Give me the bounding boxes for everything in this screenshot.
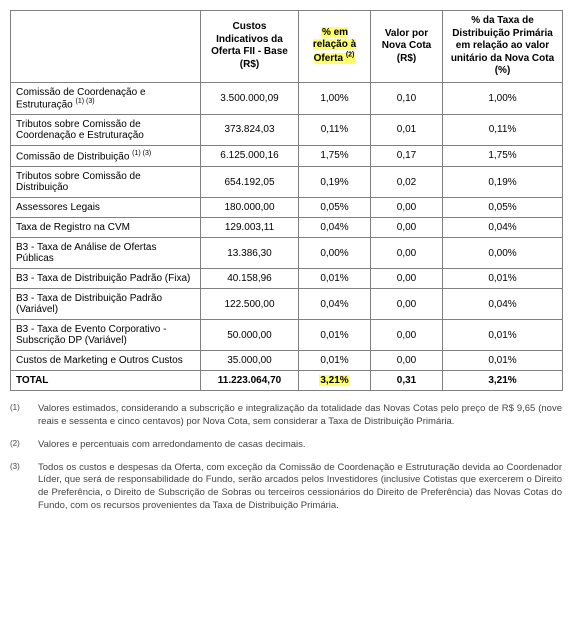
row-txd: 0,04% — [443, 289, 563, 320]
footnote: (3)Todos os custos e despesas da Oferta,… — [10, 462, 562, 513]
footnote: (1)Valores estimados, considerando a sub… — [10, 403, 562, 429]
row-vnc: 0,00 — [371, 218, 443, 238]
row-description: B3 - Taxa de Análise de Ofertas Públicas — [11, 238, 201, 269]
header-blank — [11, 11, 201, 83]
row-vnc: 0,00 — [371, 198, 443, 218]
row-pct: 0,04% — [299, 289, 371, 320]
table-row: Comissão de Coordenação e Estruturação (… — [11, 82, 563, 114]
row-pct: 0,11% — [299, 114, 371, 145]
row-description: Custos de Marketing e Outros Custos — [11, 351, 201, 371]
footnotes: (1)Valores estimados, considerando a sub… — [10, 403, 562, 513]
row-custo: 3.500.000,09 — [201, 82, 299, 114]
total-label: TOTAL — [11, 371, 201, 391]
row-vnc: 0,00 — [371, 269, 443, 289]
footnote-text: Valores e percentuais com arredondamento… — [38, 439, 562, 452]
row-vnc: 0,02 — [371, 167, 443, 198]
table-row: Comissão de Distribuição (1) (3)6.125.00… — [11, 145, 563, 166]
row-txd: 0,11% — [443, 114, 563, 145]
costs-table: Custos Indicativos da Oferta FII - Base … — [10, 10, 563, 391]
header-valor-cota: Valor por Nova Cota (R$) — [371, 11, 443, 83]
row-description: B3 - Taxa de Distribuição Padrão (Fixa) — [11, 269, 201, 289]
row-custo: 373.824,03 — [201, 114, 299, 145]
row-txd: 0,19% — [443, 167, 563, 198]
header-pct-oferta-sup: (2) — [346, 52, 355, 59]
table-header-row: Custos Indicativos da Oferta FII - Base … — [11, 11, 563, 83]
row-custo: 50.000,00 — [201, 320, 299, 351]
table-row: B3 - Taxa de Análise de Ofertas Públicas… — [11, 238, 563, 269]
footnote-text: Todos os custos e despesas da Oferta, co… — [38, 462, 562, 513]
row-custo: 6.125.000,16 — [201, 145, 299, 166]
row-txd: 0,04% — [443, 218, 563, 238]
row-custo: 122.500,00 — [201, 289, 299, 320]
header-pct-oferta: % em relação à Oferta (2) — [299, 11, 371, 83]
row-custo: 13.386,30 — [201, 238, 299, 269]
row-description: Tributos sobre Comissão de Coordenação e… — [11, 114, 201, 145]
footnote: (2)Valores e percentuais com arredondame… — [10, 439, 562, 452]
row-pct: 0,05% — [299, 198, 371, 218]
total-pct: 3,21% — [299, 371, 371, 391]
table-row: Custos de Marketing e Outros Custos 35.0… — [11, 351, 563, 371]
row-txd: 0,01% — [443, 351, 563, 371]
row-custo: 40.158,96 — [201, 269, 299, 289]
total-vnc: 0,31 — [371, 371, 443, 391]
total-txd: 3,21% — [443, 371, 563, 391]
row-custo: 654.192,05 — [201, 167, 299, 198]
table-total-row: TOTAL11.223.064,703,21%0,313,21% — [11, 371, 563, 391]
footnote-key: (1) — [10, 403, 38, 429]
row-description: Taxa de Registro na CVM — [11, 218, 201, 238]
row-txd: 1,00% — [443, 82, 563, 114]
row-pct: 0,19% — [299, 167, 371, 198]
table-row: Assessores Legais 180.000,000,05%0,000,0… — [11, 198, 563, 218]
row-txd: 0,00% — [443, 238, 563, 269]
row-txd: 0,01% — [443, 269, 563, 289]
row-txd: 0,05% — [443, 198, 563, 218]
row-vnc: 0,00 — [371, 320, 443, 351]
table-row: B3 - Taxa de Distribuição Padrão (Fixa) … — [11, 269, 563, 289]
row-pct: 1,75% — [299, 145, 371, 166]
row-description: Comissão de Coordenação e Estruturação (… — [11, 82, 201, 114]
footnote-key: (2) — [10, 439, 38, 452]
row-pct: 0,00% — [299, 238, 371, 269]
row-pct: 0,01% — [299, 269, 371, 289]
row-pct: 0,04% — [299, 218, 371, 238]
row-pct: 1,00% — [299, 82, 371, 114]
row-txd: 0,01% — [443, 320, 563, 351]
row-vnc: 0,10 — [371, 82, 443, 114]
row-pct: 0,01% — [299, 320, 371, 351]
row-description: Tributos sobre Comissão de Distribuição — [11, 167, 201, 198]
row-txd: 1,75% — [443, 145, 563, 166]
row-vnc: 0,17 — [371, 145, 443, 166]
footnote-key: (3) — [10, 462, 38, 513]
row-description: Assessores Legais — [11, 198, 201, 218]
row-description: B3 - Taxa de Distribuição Padrão (Variáv… — [11, 289, 201, 320]
table-row: B3 - Taxa de Evento Corporativo - Subscr… — [11, 320, 563, 351]
table-row: Tributos sobre Comissão de Distribuição … — [11, 167, 563, 198]
footnote-text: Valores estimados, considerando a subscr… — [38, 403, 562, 429]
row-vnc: 0,01 — [371, 114, 443, 145]
row-description: B3 - Taxa de Evento Corporativo - Subscr… — [11, 320, 201, 351]
row-custo: 35.000,00 — [201, 351, 299, 371]
row-vnc: 0,00 — [371, 351, 443, 371]
row-custo: 180.000,00 — [201, 198, 299, 218]
row-sup: (1) (3) — [75, 98, 94, 105]
row-vnc: 0,00 — [371, 238, 443, 269]
row-description: Comissão de Distribuição (1) (3) — [11, 145, 201, 166]
header-custos: Custos Indicativos da Oferta FII - Base … — [201, 11, 299, 83]
row-vnc: 0,00 — [371, 289, 443, 320]
table-row: Tributos sobre Comissão de Coordenação e… — [11, 114, 563, 145]
row-sup: (1) (3) — [132, 150, 151, 157]
total-custo: 11.223.064,70 — [201, 371, 299, 391]
table-row: Taxa de Registro na CVM 129.003,110,04%0… — [11, 218, 563, 238]
table-row: B3 - Taxa de Distribuição Padrão (Variáv… — [11, 289, 563, 320]
header-taxa-dist: % da Taxa de Distribuição Primária em re… — [443, 11, 563, 83]
row-custo: 129.003,11 — [201, 218, 299, 238]
row-pct: 0,01% — [299, 351, 371, 371]
